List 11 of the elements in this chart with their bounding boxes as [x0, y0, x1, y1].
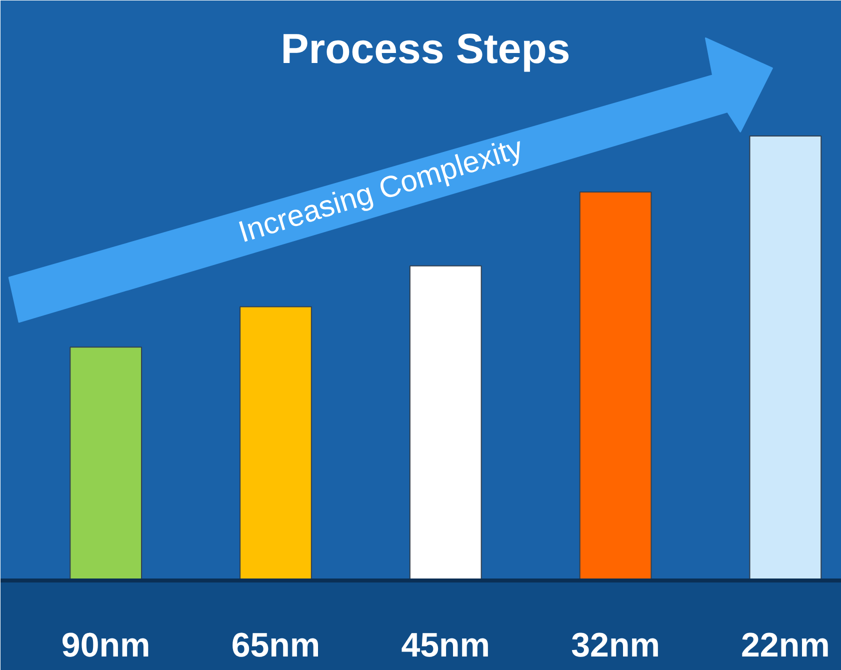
x-tick-label: 22nm — [741, 626, 830, 664]
x-tick-label: 32nm — [571, 626, 660, 664]
x-tick-label: 90nm — [61, 626, 150, 664]
bar — [579, 192, 652, 580]
x-tick-label: 65nm — [231, 626, 320, 664]
chart-title: Process Steps — [280, 25, 570, 72]
bar — [240, 306, 312, 580]
bar — [70, 346, 142, 580]
bar — [409, 265, 482, 580]
x-tick-label: 45nm — [401, 626, 490, 664]
bar — [749, 136, 822, 580]
